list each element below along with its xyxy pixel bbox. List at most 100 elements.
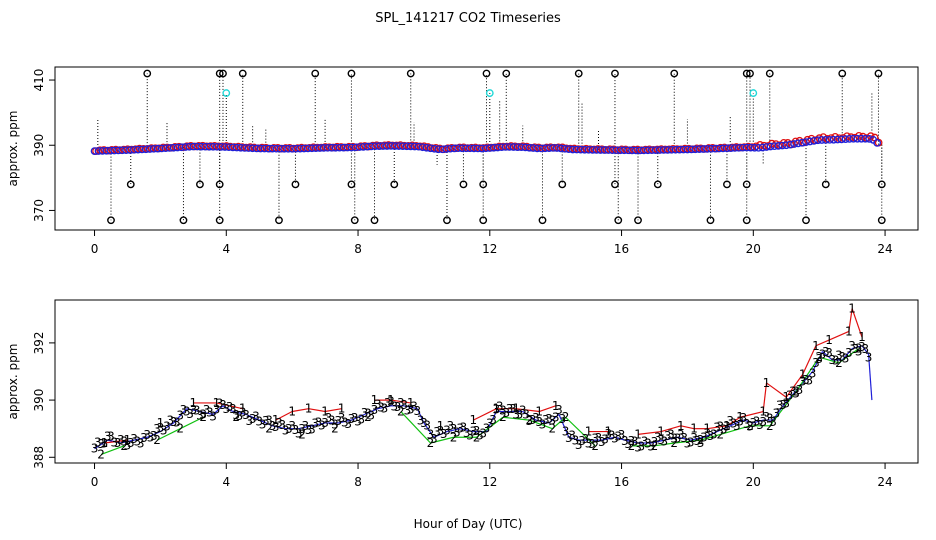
blue-point bbox=[395, 142, 403, 150]
blue-symbol-point: 3 bbox=[315, 415, 323, 429]
blue-symbol-point: 3 bbox=[591, 431, 599, 445]
blue-symbol-point: 3 bbox=[143, 428, 151, 442]
green-series-line bbox=[819, 356, 840, 364]
blue-symbol-point: 3 bbox=[730, 416, 738, 430]
blue-point bbox=[541, 144, 549, 153]
blue-symbol-point: 3 bbox=[614, 429, 622, 443]
blue-symbol-point: 3 bbox=[555, 403, 563, 417]
green-symbol-point: 2 bbox=[628, 439, 636, 453]
red-series-line bbox=[766, 382, 787, 398]
blue-symbol-point: 3 bbox=[450, 422, 458, 436]
red-symbol-point: 1 bbox=[272, 413, 280, 427]
black-point bbox=[877, 180, 886, 189]
black-point bbox=[742, 180, 751, 189]
blue-point bbox=[418, 143, 427, 152]
black-point bbox=[215, 216, 224, 225]
blue-point bbox=[264, 144, 273, 153]
blue-symbol-point: 3 bbox=[173, 415, 181, 429]
blue-series-line bbox=[199, 410, 214, 415]
blue-series-line bbox=[782, 393, 794, 407]
blue-point bbox=[489, 143, 498, 152]
blue-symbol-point: 3 bbox=[674, 431, 682, 445]
blue-series-line bbox=[186, 408, 201, 413]
red-series-line bbox=[785, 374, 804, 398]
black-point bbox=[838, 69, 847, 78]
blue-symbol-point: 3 bbox=[661, 434, 669, 448]
black-point bbox=[742, 216, 751, 225]
blue-symbol-point: 3 bbox=[499, 404, 507, 418]
blue-point bbox=[410, 142, 419, 151]
blue-point bbox=[347, 143, 356, 152]
blue-symbol-point: 3 bbox=[773, 406, 781, 420]
red-series-line bbox=[539, 405, 556, 413]
blue-point bbox=[509, 143, 518, 151]
blue-point bbox=[711, 144, 719, 153]
red-series-line bbox=[851, 308, 863, 338]
blue-point bbox=[723, 144, 731, 153]
blue-symbol-point: 3 bbox=[206, 405, 214, 419]
blue-point bbox=[236, 143, 245, 152]
blue-symbol-point: 3 bbox=[466, 428, 474, 442]
blue-symbol-point: 3 bbox=[835, 349, 843, 363]
green-symbol-point: 2 bbox=[450, 430, 458, 444]
blue-symbol-point: 3 bbox=[865, 351, 873, 365]
blue-series-line bbox=[861, 345, 870, 355]
plot-frame bbox=[54, 299, 919, 464]
blue-symbol-point: 3 bbox=[427, 427, 435, 441]
green-symbol-point: 2 bbox=[499, 410, 507, 424]
blue-series-line bbox=[232, 410, 247, 415]
red-symbol-point: 1 bbox=[213, 396, 221, 410]
blue-series-line bbox=[677, 436, 691, 441]
blue-symbol-point: 3 bbox=[433, 425, 441, 439]
blue-point bbox=[663, 146, 672, 154]
blue-series-line bbox=[548, 413, 560, 424]
blue-point bbox=[695, 145, 704, 153]
blue-symbol-point: 3 bbox=[170, 415, 178, 429]
green-series-line bbox=[430, 436, 454, 444]
blue-series-line bbox=[460, 428, 474, 433]
black-point bbox=[350, 216, 359, 225]
blue-symbol-point: 3 bbox=[657, 433, 665, 447]
blue-point bbox=[442, 145, 451, 153]
red-series-line bbox=[516, 408, 540, 413]
blue-symbol-point: 3 bbox=[552, 411, 560, 425]
red-series-line bbox=[815, 339, 830, 347]
blue-point bbox=[691, 145, 700, 154]
blue-point bbox=[185, 142, 194, 151]
red-series-line bbox=[390, 399, 411, 404]
blue-point bbox=[197, 142, 206, 151]
blue-symbol-point: 3 bbox=[473, 424, 481, 438]
blue-symbol-point: 3 bbox=[285, 422, 293, 436]
red-symbol-point: 1 bbox=[845, 324, 853, 338]
y-tick-label: 390 bbox=[32, 389, 46, 412]
blue-series-line bbox=[743, 419, 754, 424]
green-symbol-point: 2 bbox=[766, 419, 774, 433]
blue-symbol-point: 3 bbox=[186, 407, 194, 421]
blue-point bbox=[719, 144, 727, 153]
blue-point bbox=[146, 145, 154, 153]
blue-point bbox=[802, 138, 810, 146]
blue-point bbox=[450, 144, 459, 153]
red-symbol-point: 1 bbox=[535, 405, 543, 419]
blue-symbol-point: 3 bbox=[799, 375, 807, 389]
blue-symbol-point: 3 bbox=[545, 412, 553, 426]
blue-point bbox=[814, 136, 822, 145]
blue-symbol-point: 3 bbox=[476, 428, 484, 442]
blue-point bbox=[505, 143, 514, 151]
black-point bbox=[765, 69, 774, 78]
blue-symbol-point: 3 bbox=[641, 435, 649, 449]
y-tick-label: 392 bbox=[32, 331, 46, 354]
blue-symbol-point: 3 bbox=[381, 401, 389, 415]
blue-point bbox=[794, 139, 802, 148]
blue-point bbox=[252, 144, 261, 153]
y-axis-label: approx. ppm bbox=[6, 111, 20, 187]
green-series-line bbox=[156, 428, 181, 441]
blue-symbol-point: 3 bbox=[720, 423, 728, 437]
x-axis-label: Hour of Day (UTC) bbox=[414, 517, 523, 531]
blue-point bbox=[367, 142, 376, 151]
blue-symbol-point: 3 bbox=[308, 423, 316, 437]
blue-point bbox=[327, 143, 336, 152]
x-tick-label: 24 bbox=[877, 242, 892, 256]
blue-point bbox=[873, 139, 882, 147]
blue-point bbox=[177, 143, 186, 152]
